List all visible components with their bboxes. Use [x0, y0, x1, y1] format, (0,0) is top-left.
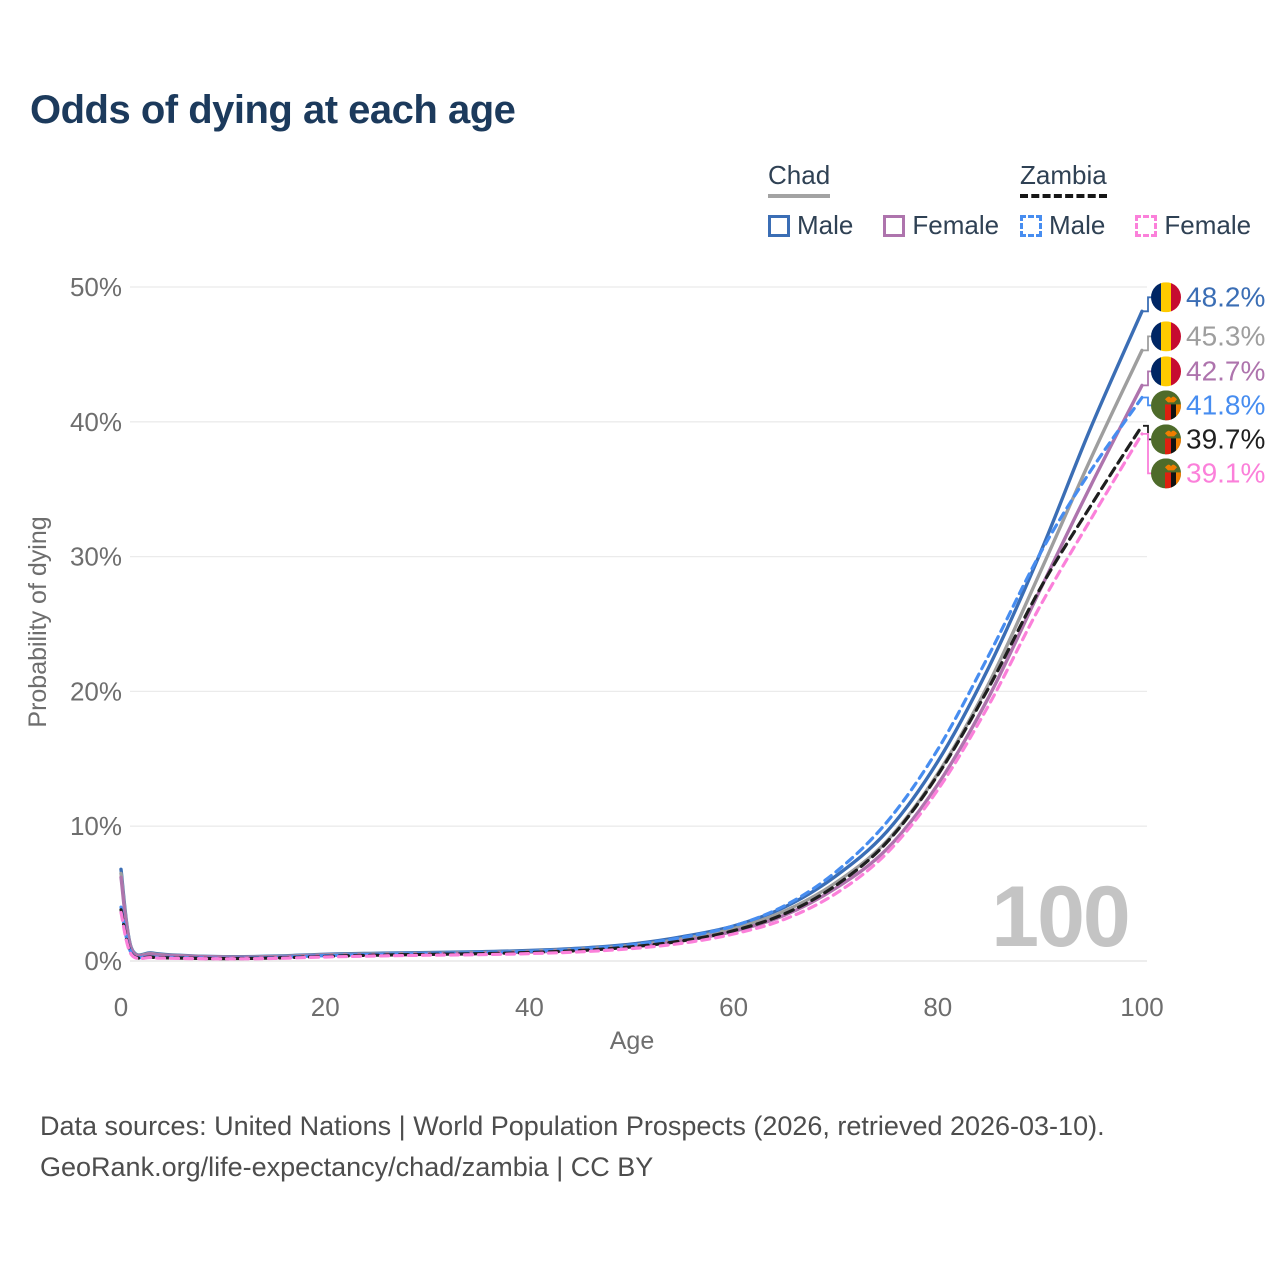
zambia-male-swatch-icon — [1020, 214, 1042, 237]
legend-item-zambia-female[interactable]: Female — [1135, 210, 1251, 241]
chad-flag-icon — [1151, 356, 1181, 387]
x-tick-label: 60 — [719, 992, 748, 1022]
legend-row-chad: Male Female — [768, 210, 999, 241]
legend-header-zambia[interactable]: Zambia — [1020, 160, 1107, 198]
license-line: GeoRank.org/life-expectancy/chad/zambia … — [40, 1152, 654, 1182]
y-tick-label: 10% — [70, 811, 122, 841]
legend-header-chad[interactable]: Chad — [768, 160, 831, 198]
x-tick-label: 100 — [1120, 992, 1163, 1022]
end-label-connector — [1143, 396, 1151, 407]
end-label-connector — [1143, 433, 1151, 475]
legend-item-label: Male — [797, 210, 854, 240]
legend-row-zambia: Male Female — [1020, 210, 1251, 241]
end-label-connector — [1143, 370, 1151, 387]
series-line-chad-male — [119, 309, 1144, 959]
y-tick-label: 50% — [70, 272, 122, 302]
series-line-zambia-female — [119, 432, 1144, 961]
age-counter-watermark: 100 — [991, 869, 1129, 965]
end-label-connector — [1143, 424, 1151, 441]
end-label-zambia-female: 39.1% — [1186, 457, 1265, 488]
end-label-connector — [1143, 296, 1151, 313]
end-label-chad-female: 42.7% — [1186, 355, 1265, 386]
legend-item-chad-female[interactable]: Female — [883, 210, 999, 241]
chad-flag-icon — [1151, 282, 1181, 313]
zambia-female-swatch-icon — [1135, 214, 1158, 237]
y-tick-label: 30% — [70, 542, 122, 572]
legend-item-label: Female — [1164, 210, 1252, 240]
end-label-zambia-both: 39.7% — [1186, 423, 1265, 454]
end-label-zambia-male: 41.8% — [1186, 389, 1265, 420]
chad-flag-icon — [1151, 321, 1181, 352]
x-tick-label: 40 — [515, 992, 544, 1022]
legend-group-zambia: Zambia Male Female — [1020, 160, 1251, 241]
y-tick-label: 0% — [84, 946, 122, 976]
y-tick-label: 20% — [70, 676, 122, 706]
data-source-line: Data sources: United Nations | World Pop… — [40, 1111, 1105, 1141]
x-tick-label: 20 — [311, 992, 340, 1022]
y-tick-label: 40% — [70, 407, 122, 437]
series-line-zambia-both — [119, 424, 1144, 961]
legend-item-chad-male[interactable]: Male — [768, 210, 853, 241]
series-line-chad-female — [119, 383, 1144, 960]
x-tick-label: 0 — [114, 992, 128, 1022]
zambia-flag-icon — [1151, 424, 1181, 455]
end-label-chad-male: 48.2% — [1186, 281, 1265, 312]
x-tick-label: 80 — [923, 992, 952, 1022]
zambia-flag-icon — [1151, 458, 1181, 489]
attribution-footer: Data sources: United Nations | World Pop… — [40, 1106, 1105, 1188]
end-label-connector — [1143, 335, 1151, 352]
legend-item-label: Female — [912, 210, 1000, 240]
zambia-flag-icon — [1151, 390, 1181, 421]
chad-male-swatch-icon — [768, 214, 790, 237]
legend-item-label: Male — [1049, 210, 1106, 240]
legend-group-chad: Chad Male Female — [768, 160, 999, 241]
chad-female-swatch-icon — [883, 214, 906, 237]
x-axis-title: Age — [610, 1027, 654, 1055]
legend-item-zambia-male[interactable]: Male — [1020, 210, 1105, 241]
series-line-zambia-male — [119, 395, 1144, 960]
y-axis-title: Probability of dying — [24, 516, 52, 727]
page-title: Odds of dying at each age — [30, 88, 516, 132]
end-label-chad-both: 45.3% — [1186, 320, 1265, 351]
